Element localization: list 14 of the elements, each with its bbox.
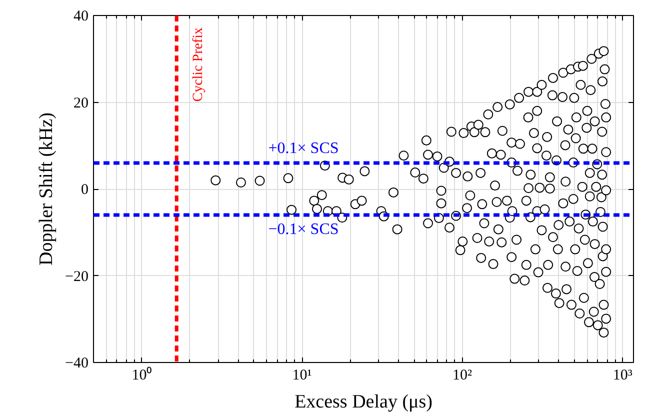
y-axis-title: Doppler Shift (kHz) (36, 112, 58, 266)
x-axis-title: Excess Delay (μs) (294, 392, 432, 412)
y-tick-label: −20 (65, 268, 89, 285)
x-tick-label: 10⁰ (132, 366, 152, 384)
x-tick-label: 10¹ (292, 368, 312, 384)
ref-line-label: +0.1× SCS (268, 140, 339, 157)
y-tick-label: −40 (65, 356, 89, 372)
y-tick-label: 20 (74, 95, 88, 112)
y-tick-label: 40 (74, 8, 88, 24)
ref-line-label: Cyclic Prefix (191, 27, 206, 102)
x-tick-label: 10³ (612, 368, 633, 384)
ref-line-label: −0.1× SCS (268, 221, 339, 238)
y-tick-label: 0 (81, 182, 88, 198)
x-tick-label: 10² (452, 368, 473, 384)
